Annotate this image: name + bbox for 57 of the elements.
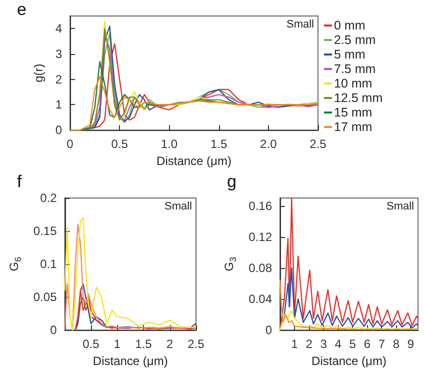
x-tick-label: 3 <box>320 337 328 352</box>
y-tick-label: 0.2 <box>40 191 58 205</box>
x-tick-label: 1.0 <box>160 137 178 152</box>
x-tick-label: 5 <box>349 337 356 352</box>
y-tick-label: 0.04 <box>248 292 272 306</box>
y-tick-label: 0.08 <box>248 260 272 275</box>
y-tick-label: 0.05 <box>33 290 58 304</box>
legend-label: 10 mm <box>334 76 372 90</box>
y-tick-label: 0.15 <box>33 224 58 238</box>
annotation: Small <box>386 200 414 212</box>
y-tick-label: 1 <box>55 98 62 112</box>
x-tick-label: 6 <box>364 337 371 352</box>
y-tick-label: 0 <box>50 323 58 338</box>
x-tick-label: 1 <box>291 337 298 352</box>
annotation: Small <box>286 18 314 30</box>
y-tick-label: 0 <box>265 323 272 338</box>
y-axis-title: G6 <box>7 256 23 272</box>
y-tick-label: 0 <box>55 123 62 138</box>
annotation: Small <box>164 200 192 212</box>
legend-label: 7.5 mm <box>334 62 376 76</box>
x-tick-label: 2.5 <box>188 337 205 352</box>
x-tick-label: 9 <box>407 337 414 352</box>
line-series <box>279 197 419 331</box>
x-tick-label: 2 <box>166 337 174 352</box>
legend-label: 12.5 mm <box>334 91 383 105</box>
legend-label: 0 mm <box>334 18 366 32</box>
y-tick-label: 0.16 <box>248 198 272 213</box>
x-axis-title: Distance (μm) <box>92 354 168 368</box>
legend-label: 2.5 mm <box>334 33 376 47</box>
y-axis-title: G3 <box>222 256 238 272</box>
x-tick-label: 7 <box>378 337 386 352</box>
legend-label: 15 mm <box>334 106 372 120</box>
x-tick-label: 8 <box>392 337 400 352</box>
line-series <box>74 290 197 331</box>
x-tick-label: 0.5 <box>111 137 128 152</box>
y-axis-title: g(r) <box>31 64 46 82</box>
y-tick-label: 2 <box>55 72 62 86</box>
x-axis-title: Distance (μm) <box>312 354 386 368</box>
chart-title: f <box>17 172 22 191</box>
x-axis-title: Distance (μm) <box>156 154 232 168</box>
chart-title: e <box>17 0 26 19</box>
x-tick-label: 0 <box>66 137 74 152</box>
y-tick-label: 3 <box>55 47 62 62</box>
x-tick-label: 2.5 <box>310 137 327 152</box>
y-tick-label: 0.12 <box>248 230 272 244</box>
y-tick-label: 0.1 <box>40 257 58 272</box>
y-tick-label: 4 <box>55 22 62 36</box>
x-tick-label: 1 <box>114 337 121 352</box>
x-tick-label: 1.5 <box>210 137 228 152</box>
legend-label: 5 mm <box>334 48 366 62</box>
x-tick-label: 4 <box>334 337 342 352</box>
x-tick-label: 0.5 <box>82 337 100 352</box>
x-tick-label: 2.0 <box>260 137 278 152</box>
x-tick-label: 2 <box>306 337 313 352</box>
legend-label: 17 mm <box>334 120 372 134</box>
x-tick-label: 1.5 <box>135 337 152 352</box>
chart-title: g <box>227 172 236 191</box>
